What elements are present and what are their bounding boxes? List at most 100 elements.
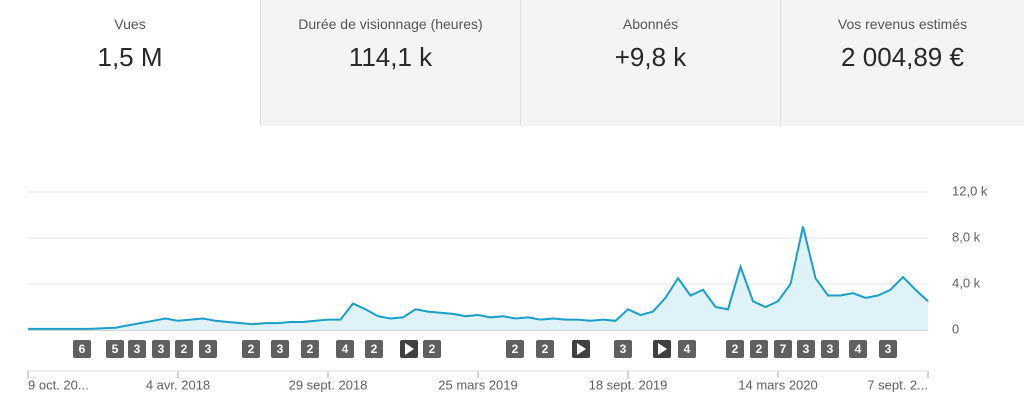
video-marker[interactable]: [653, 340, 671, 358]
annotation-marker[interactable]: 3: [152, 340, 170, 358]
card-value: +9,8 k: [614, 42, 687, 72]
marker-box: [774, 340, 792, 358]
marker-box: [614, 340, 632, 358]
annotation-marker[interactable]: 3: [199, 340, 217, 358]
annotation-marker[interactable]: 2: [365, 340, 383, 358]
marker-box: [242, 340, 260, 358]
marker-box: [106, 340, 124, 358]
x-tick-label: 29 sept. 2018: [289, 377, 368, 392]
marker-label: 5: [112, 342, 119, 356]
annotation-marker[interactable]: 2: [301, 340, 319, 358]
x-tick-label: 25 mars 2019: [438, 377, 518, 392]
marker-label: 3: [134, 342, 141, 356]
marker-label: 3: [803, 342, 810, 356]
marker-label: 2: [429, 342, 436, 356]
metric-card[interactable]: Durée de visionnage (heures) 114,1 k: [260, 0, 520, 126]
y-tick-label: 8,0 k: [952, 229, 981, 244]
line: [28, 226, 929, 330]
annotation-marker[interactable]: 6: [73, 340, 91, 358]
marker-box: [365, 340, 383, 358]
metric-card[interactable]: Abonnés +9,8 k: [520, 0, 780, 126]
annotation-marker[interactable]: 4: [849, 340, 867, 358]
play-icon: [658, 343, 667, 355]
marker-box: [536, 340, 554, 358]
annotation-marker[interactable]: 2: [750, 340, 768, 358]
y-tick-label: 4,0 k: [952, 275, 981, 290]
x-tick-label: 7 sept. 2...: [867, 377, 928, 392]
marker-label: 3: [620, 342, 627, 356]
marker-label: 4: [855, 342, 862, 356]
marker-label: 2: [542, 342, 549, 356]
marker-label: 3: [885, 342, 892, 356]
annotation-marker[interactable]: 2: [726, 340, 744, 358]
annotation-marker[interactable]: 2: [506, 340, 524, 358]
marker-box: [750, 340, 768, 358]
x-tick-label: 18 sept. 2019: [589, 377, 668, 392]
marker-box: [821, 340, 839, 358]
metric-card[interactable]: Vos revenus estimés 2 004,89 €: [780, 0, 1024, 126]
card-label: Vos revenus estimés: [837, 16, 968, 32]
card-label: Durée de visionnage (heures): [298, 16, 483, 32]
marker-box: [849, 340, 867, 358]
marker-box: [301, 340, 319, 358]
marker-box: [678, 340, 696, 358]
marker-box: [506, 340, 524, 358]
marker-label: 6: [79, 342, 86, 356]
marker-box: [423, 340, 441, 358]
annotation-marker[interactable]: 7: [774, 340, 792, 358]
marker-label: 3: [205, 342, 212, 356]
marker-box: [271, 340, 289, 358]
annotation-marker[interactable]: 5: [106, 340, 124, 358]
marker-box: [726, 340, 744, 358]
annotation-marker[interactable]: 2: [423, 340, 441, 358]
marker-box: [199, 340, 217, 358]
annotation-marker[interactable]: 3: [128, 340, 146, 358]
marker-label: 3: [158, 342, 165, 356]
marker-label: 3: [827, 342, 834, 356]
marker-box: [152, 340, 170, 358]
marker-box: [879, 340, 897, 358]
marker-label: 2: [732, 342, 739, 356]
marker-label: 7: [780, 342, 787, 356]
annotation-marker[interactable]: 4: [336, 340, 354, 358]
x-tick-label: 14 mars 2020: [738, 377, 818, 392]
card-value: 114,1 k: [348, 42, 433, 72]
marker-label: 3: [277, 342, 284, 356]
x-tick-label: 9 oct. 20...: [28, 377, 89, 392]
marker-label: 2: [307, 342, 314, 356]
card-value: 1,5 M: [97, 42, 163, 72]
marker-box: [797, 340, 815, 358]
marker-label: 2: [181, 342, 188, 356]
marker-label: 2: [371, 342, 378, 356]
y-tick-label: 0: [952, 321, 959, 336]
annotation-marker[interactable]: 4: [678, 340, 696, 358]
play-icon: [577, 343, 586, 355]
metric-card[interactable]: Vues 1,5 M: [0, 0, 260, 126]
marker-box: [73, 340, 91, 358]
chart: 0 4,0 k 8,0 k 12,0 k 9 oct. 20... 4 avr. 2018…: [27, 183, 988, 392]
card-label: Abonnés: [622, 16, 679, 32]
annotation-marker[interactable]: 2: [242, 340, 260, 358]
video-marker[interactable]: [572, 340, 590, 358]
marker-label: 2: [512, 342, 519, 356]
metric-cards: Vues 1,5 M Durée de visionnage (heures) 11…: [0, 0, 1024, 126]
annotation-marker[interactable]: 2: [536, 340, 554, 358]
annotation-marker[interactable]: 3: [614, 340, 632, 358]
area-fill: [28, 226, 928, 330]
annotation-marker[interactable]: 3: [797, 340, 815, 358]
marker-label: 2: [248, 342, 255, 356]
annotation-marker[interactable]: 3: [271, 340, 289, 358]
annotation-marker[interactable]: 2: [175, 340, 193, 358]
annotation-marker[interactable]: 3: [879, 340, 897, 358]
marker-label: 4: [684, 342, 691, 356]
annotation-marker[interactable]: 3: [821, 340, 839, 358]
x-tick-label: 4 avr. 2018: [146, 377, 210, 392]
y-tick-label: 12,0 k: [952, 183, 988, 198]
card-label: Vues: [114, 16, 146, 32]
play-icon: [405, 343, 414, 355]
marker-box: [128, 340, 146, 358]
video-marker[interactable]: [400, 340, 418, 358]
card-value: 2 004,89 €: [841, 42, 964, 72]
marker-box: [175, 340, 193, 358]
